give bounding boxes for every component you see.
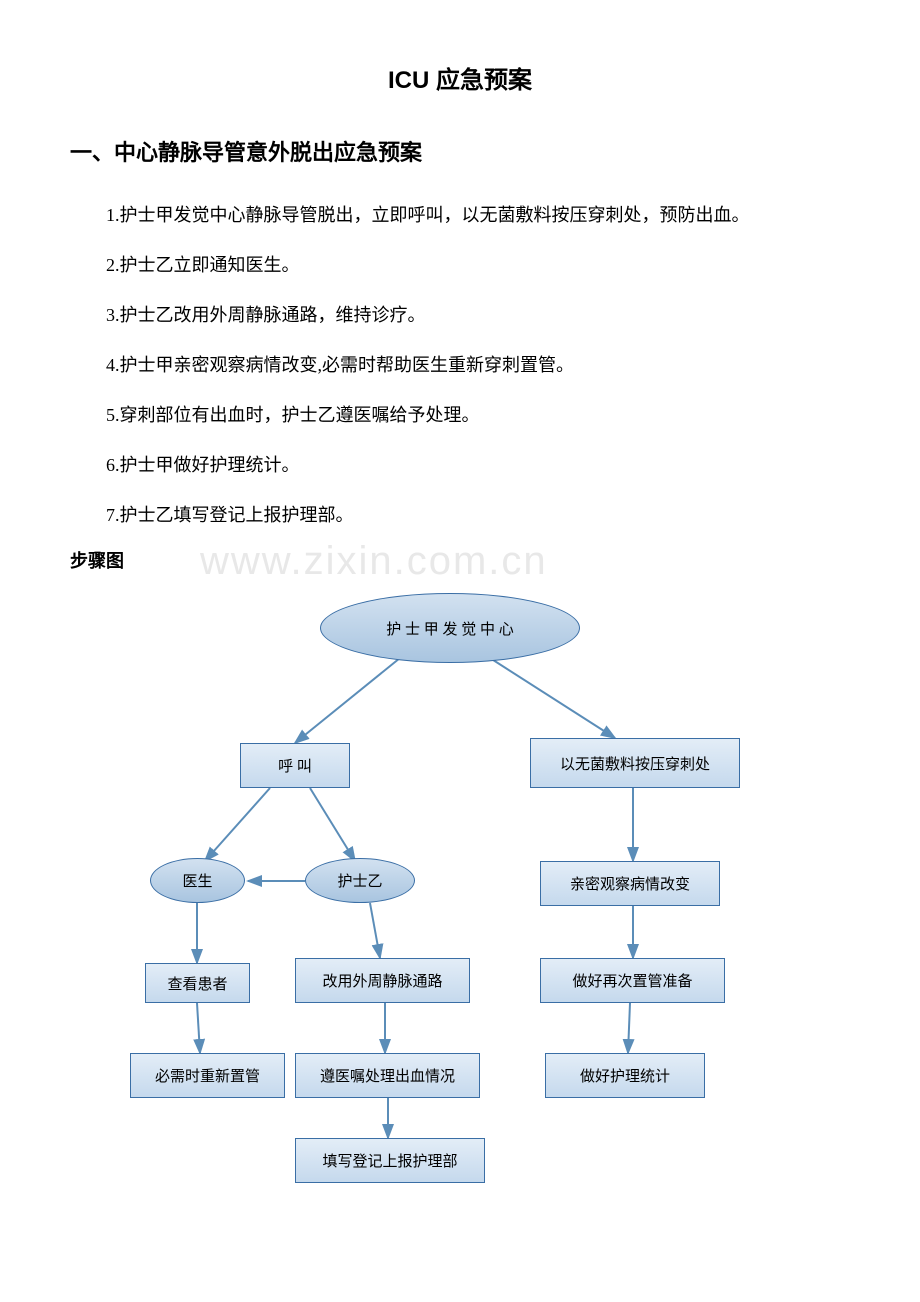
flowchart-node-reinsert: 必需时重新置管 <box>130 1053 285 1098</box>
flowchart-node-call: 呼 叫 <box>240 743 350 788</box>
page-title: ICU 应急预案 <box>70 60 850 95</box>
flowchart-node-nurseB: 护士乙 <box>305 858 415 903</box>
flowchart-edge <box>490 658 615 738</box>
flowchart-node-bleed: 遵医嘱处理出血情况 <box>295 1053 480 1098</box>
paragraph-2: 2.护士乙立即通知医生。 <box>70 247 850 283</box>
flowchart-node-record: 做好护理统计 <box>545 1053 705 1098</box>
flowchart-edge <box>205 788 270 861</box>
section-heading: 一、中心静脉导管意外脱出应急预案 <box>70 135 850 167</box>
flowchart-container: 护 士 甲 发 觉 中 心呼 叫 以无菌敷料按压穿刺处医生 护士乙 亲密观察病情改变查… <box>70 583 850 1203</box>
paragraph-6: 6.护士甲做好护理统计。 <box>70 447 850 483</box>
paragraph-4: 4.护士甲亲密观察病情改变,必需时帮助医生重新穿刺置管。 <box>70 347 850 383</box>
flowchart-edge <box>295 658 400 743</box>
flowchart-edge <box>370 903 380 958</box>
flowchart-node-prep: 做好再次置管准备 <box>540 958 725 1003</box>
paragraph-1: 1.护士甲发觉中心静脉导管脱出，立即呼叫，以无菌敷料按压穿刺处，预防出血。 <box>70 197 850 233</box>
steps-label: 步骤图 <box>70 547 850 573</box>
flowchart-node-start: 护 士 甲 发 觉 中 心 <box>320 593 580 663</box>
flowchart-node-doctor: 医生 <box>150 858 245 903</box>
flowchart-node-press: 以无菌敷料按压穿刺处 <box>530 738 740 788</box>
flowchart-node-report: 填写登记上报护理部 <box>295 1138 485 1183</box>
flowchart-edge <box>310 788 355 861</box>
paragraph-5: 5.穿刺部位有出血时，护士乙遵医嘱给予处理。 <box>70 397 850 433</box>
paragraph-7: 7.护士乙填写登记上报护理部。 <box>70 497 850 533</box>
flowchart-node-check: 查看患者 <box>145 963 250 1003</box>
flowchart-edge <box>197 1003 200 1053</box>
paragraph-3: 3.护士乙改用外周静脉通路，维持诊疗。 <box>70 297 850 333</box>
flowchart-edge <box>628 1003 630 1053</box>
flowchart-node-periph: 改用外周静脉通路 <box>295 958 470 1003</box>
flowchart-node-observe: 亲密观察病情改变 <box>540 861 720 906</box>
